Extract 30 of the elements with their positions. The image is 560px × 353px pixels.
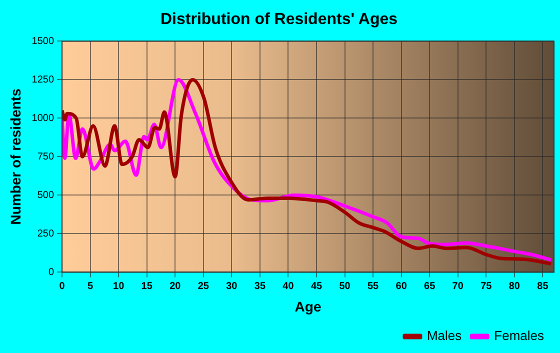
y-tick-label: 750 (37, 151, 54, 162)
y-axis-title: Number of residents (7, 88, 24, 225)
y-tick-label: 250 (37, 228, 54, 240)
x-tick-label: 5 (88, 280, 94, 292)
x-tick-label: 35 (254, 280, 266, 292)
chart-title: Distribution of Residents' Ages (160, 11, 398, 28)
legend-label: Females (494, 328, 544, 344)
y-tick-label: 1500 (32, 36, 54, 47)
y-tick-label: 0 (48, 266, 54, 278)
x-tick-label: 70 (452, 280, 464, 292)
y-tick-label: 1250 (32, 74, 54, 86)
x-tick-label: 50 (339, 280, 351, 292)
x-tick-label: 55 (367, 280, 380, 292)
x-tick-label: 65 (424, 280, 436, 292)
x-tick-label: 60 (396, 280, 408, 292)
x-tick-label: 20 (170, 280, 182, 292)
x-tick-label: 30 (226, 280, 238, 292)
x-tick-label: 85 (537, 280, 549, 292)
x-tick-label: 80 (508, 280, 520, 292)
y-tick-label: 500 (37, 190, 54, 201)
x-axis-title: Age (294, 298, 322, 314)
x-tick-label: 0 (59, 280, 66, 292)
x-tick-label: 10 (113, 280, 125, 292)
legend-label: Males (426, 328, 462, 344)
x-tick-label: 45 (310, 280, 323, 292)
x-tick-label: 15 (141, 280, 153, 292)
x-tick-label: 75 (480, 280, 492, 292)
x-tick-label: 40 (282, 280, 294, 292)
x-tick-label: 25 (198, 280, 210, 292)
y-tick-label: 1000 (32, 112, 54, 124)
